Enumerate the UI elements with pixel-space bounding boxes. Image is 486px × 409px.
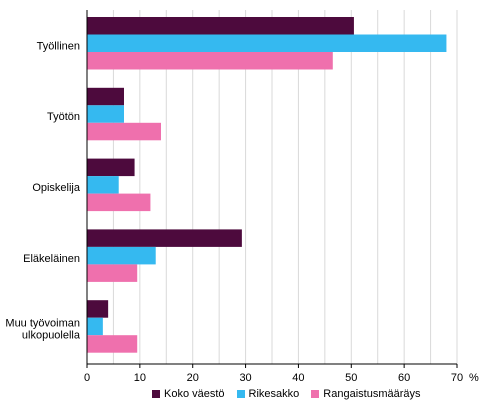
legend-item-rikesakko: Rikesakko	[236, 388, 300, 400]
x-tick-label: 10	[134, 372, 146, 384]
category-label-line: Muu työvoiman	[5, 318, 80, 330]
legend: Koko väestö Rikesakko Rangaistusmääräys	[152, 387, 433, 401]
legend-item-koko-vaesto: Koko väestö	[152, 388, 225, 400]
bar-0-4	[87, 300, 109, 318]
bar-1-4	[87, 317, 103, 336]
category-label: Muu työvoiman ulkopuolella	[5, 318, 80, 342]
x-tick-label: 0	[84, 372, 90, 384]
bar-0-3	[87, 229, 242, 247]
x-tick-label: 70	[451, 372, 463, 384]
category-label: Työtön	[47, 111, 80, 123]
bar-0-1	[87, 87, 124, 106]
bar-1-3	[87, 246, 156, 265]
x-tick-label: 60	[398, 372, 410, 384]
legend-swatch	[152, 390, 160, 398]
category-label-line: Eläkeläinen	[23, 253, 80, 265]
x-tick-label: 30	[239, 372, 251, 384]
x-tick-label: 50	[345, 372, 357, 384]
bar-0-2	[87, 158, 135, 177]
legend-item-rangaistusmaarays: Rangaistusmääräys	[311, 388, 421, 400]
bar-1-1	[87, 105, 124, 123]
x-tick-label: 20	[187, 372, 199, 384]
bar-2-3	[87, 264, 138, 282]
category-label: Opiskelija	[32, 182, 81, 194]
bar-2-0	[87, 52, 333, 70]
category-label: Eläkeläinen	[23, 253, 80, 265]
bar-1-0	[87, 34, 447, 52]
bar-2-2	[87, 193, 151, 212]
bar-1-2	[87, 176, 119, 194]
bar-0-0	[87, 17, 354, 35]
bar-2-4	[87, 335, 138, 353]
x-tick-label: 40	[292, 372, 304, 384]
legend-swatch	[236, 390, 245, 398]
category-label-line: ulkopuolella	[22, 330, 81, 342]
category-label-line: Työtön	[47, 111, 80, 123]
legend-swatch	[311, 390, 320, 398]
category-label: Työllinen	[37, 40, 80, 52]
bar-2-1	[87, 122, 161, 141]
legend-label: Rangaistusmääräys	[323, 388, 421, 400]
category-label-line: Työllinen	[37, 40, 80, 52]
x-unit-label: %	[469, 372, 479, 384]
legend-label: Rikesakko	[248, 388, 300, 400]
category-label-line: Opiskelija	[32, 182, 81, 194]
legend-label: Koko väestö	[164, 388, 225, 400]
